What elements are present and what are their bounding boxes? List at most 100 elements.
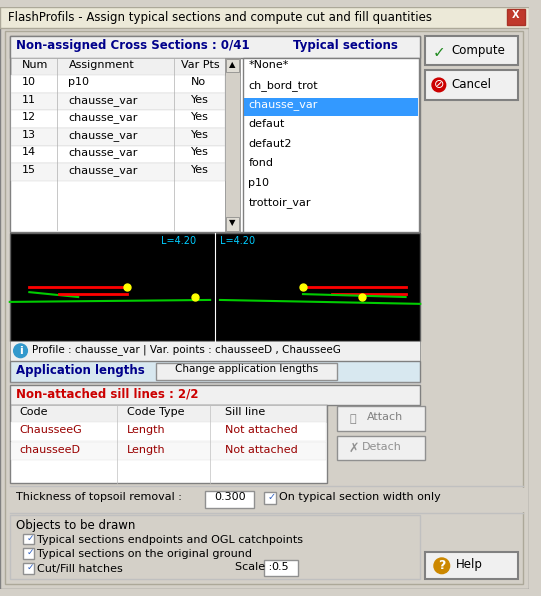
Bar [264, 492, 275, 504]
Text: Typical sections on the original ground: Typical sections on the original ground [37, 549, 252, 559]
Text: Not attached: Not attached [225, 425, 298, 435]
Text: ✓: ✓ [268, 492, 276, 502]
Text: Profile : chausse_var | Var. points : chausseeD , ChausseeG: Profile : chausse_var | Var. points : ch… [32, 344, 341, 355]
Text: Num: Num [22, 60, 48, 70]
Text: 15: 15 [22, 165, 36, 175]
Text: Assignment: Assignment [68, 60, 134, 70]
Bar [11, 75, 225, 93]
Text: Sill line: Sill line [225, 408, 265, 417]
Bar [11, 110, 225, 128]
Bar [11, 163, 225, 181]
Bar [10, 341, 420, 361]
Bar [245, 98, 418, 116]
Text: i: i [18, 346, 22, 356]
Text: Scale :: Scale : [235, 562, 272, 572]
Text: On typical section width only: On typical section width only [279, 492, 440, 502]
Bar [11, 93, 225, 110]
Text: ✗: ✗ [349, 442, 359, 455]
Text: Application lengths: Application lengths [16, 365, 144, 377]
Circle shape [434, 558, 450, 573]
Text: chausse_var: chausse_var [68, 165, 138, 176]
Text: fond: fond [248, 158, 273, 168]
Text: Yes: Yes [190, 112, 208, 122]
Text: ChausseeG: ChausseeG [19, 425, 82, 435]
Text: Change application lengths: Change application lengths [175, 365, 318, 374]
Bar [10, 234, 420, 341]
Text: ▼: ▼ [229, 218, 236, 227]
Bar [11, 58, 240, 75]
Text: Objects to be drawn: Objects to be drawn [16, 519, 135, 532]
Text: chausse_var: chausse_var [68, 95, 138, 105]
Text: Cut/Fill hatches: Cut/Fill hatches [37, 564, 123, 574]
Bar [337, 406, 425, 431]
Bar [11, 442, 326, 460]
Text: Thickness of topsoil removal :: Thickness of topsoil removal : [16, 492, 182, 502]
Text: 13: 13 [22, 130, 36, 140]
Bar [10, 385, 420, 405]
Bar [11, 422, 326, 440]
Bar [243, 58, 419, 231]
Text: 14: 14 [22, 147, 36, 157]
Bar [226, 58, 240, 72]
Bar [156, 362, 337, 380]
Text: chausse_var: chausse_var [248, 100, 318, 110]
Text: ⊘: ⊘ [433, 79, 444, 91]
Bar [11, 405, 326, 422]
Text: Typical sections: Typical sections [293, 39, 398, 52]
Text: Length: Length [127, 425, 166, 435]
Text: X: X [512, 10, 520, 20]
Text: ✓: ✓ [27, 563, 34, 572]
Circle shape [432, 78, 446, 92]
Text: Yes: Yes [190, 147, 208, 157]
Bar [10, 36, 420, 58]
Text: ✓: ✓ [27, 548, 34, 557]
Text: Length: Length [127, 445, 166, 455]
Text: 10: 10 [22, 77, 36, 87]
Bar [23, 548, 34, 559]
Bar [425, 36, 518, 66]
Text: Code Type: Code Type [127, 408, 184, 417]
Text: ✓: ✓ [27, 533, 34, 542]
Text: Detach: Detach [361, 442, 401, 452]
Text: Yes: Yes [190, 130, 208, 140]
Text: 🔗: 🔗 [350, 414, 357, 424]
Text: ch_bord_trot: ch_bord_trot [248, 80, 318, 91]
Text: Non-attached sill lines : 2/2: Non-attached sill lines : 2/2 [16, 388, 198, 401]
Text: Help: Help [456, 558, 483, 571]
Bar [226, 217, 240, 231]
Text: Yes: Yes [190, 95, 208, 105]
Bar [425, 552, 518, 579]
Bar [225, 58, 240, 231]
Text: Typical sections endpoints and OGL catchpoints: Typical sections endpoints and OGL catch… [37, 535, 303, 545]
Text: chausse_var: chausse_var [68, 112, 138, 123]
Text: trottoir_var: trottoir_var [248, 197, 311, 208]
Text: 12: 12 [22, 112, 36, 122]
Bar [23, 563, 34, 573]
Text: defaut2: defaut2 [248, 139, 292, 148]
Text: ▲: ▲ [229, 60, 236, 69]
Text: L=4.20: L=4.20 [220, 237, 255, 246]
Text: Non-assigned Cross Sections : 0/41: Non-assigned Cross Sections : 0/41 [16, 39, 249, 52]
Bar [10, 36, 420, 231]
Text: Yes: Yes [190, 165, 208, 175]
Text: Code: Code [19, 408, 48, 417]
Text: chausseeD: chausseeD [19, 445, 81, 455]
Text: chausse_var: chausse_var [68, 130, 138, 141]
Bar [10, 405, 327, 483]
Bar [507, 9, 525, 25]
Text: *None*: *None* [248, 61, 289, 70]
Text: L=4.20: L=4.20 [161, 237, 196, 246]
Text: chausse_var: chausse_var [68, 147, 138, 159]
Bar [10, 488, 528, 512]
Text: p10: p10 [248, 178, 269, 188]
Text: p10: p10 [68, 77, 89, 87]
Text: Cancel: Cancel [452, 78, 492, 91]
Bar [337, 436, 425, 460]
Text: No: No [190, 77, 206, 87]
Bar [425, 70, 518, 100]
Text: 11: 11 [22, 95, 36, 105]
Text: Compute: Compute [452, 44, 505, 57]
Text: FlashProfils - Assign typical sections and compute cut and fill quantities: FlashProfils - Assign typical sections a… [8, 11, 432, 24]
Bar [11, 145, 225, 163]
Text: ?: ? [438, 559, 445, 572]
